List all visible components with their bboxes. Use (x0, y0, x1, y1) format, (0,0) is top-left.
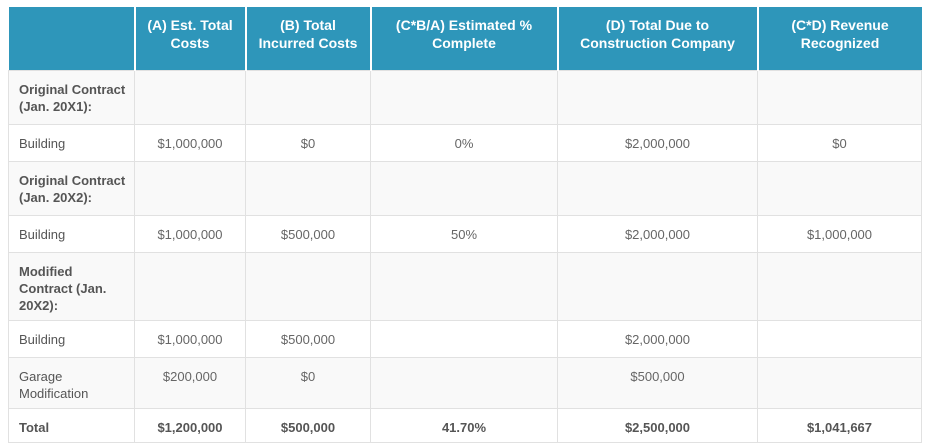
value-cell: $0 (245, 123, 371, 162)
value-cell (757, 356, 922, 409)
column-header-total-incurred-costs: (B) Total Incurred Costs (244, 7, 371, 70)
value-cell: $2,000,000 (557, 123, 758, 162)
value-cell: $1,000,000 (134, 123, 246, 162)
value-cell: $1,041,667 (757, 407, 922, 443)
column-header-revenue-recognized: (C*D) Revenue Recognized (756, 7, 922, 70)
row-label: Building (8, 123, 135, 162)
section-row-original-contract-20x2: Original Contract (Jan. 20X2): (8, 160, 922, 216)
value-cell (134, 251, 246, 321)
column-header-estimated-pct-complete: (C*B/A) Estimated % Complete (369, 7, 558, 70)
value-cell (757, 319, 922, 358)
value-cell: $1,000,000 (134, 319, 246, 358)
value-cell: $0 (245, 356, 371, 409)
data-row-building-20x1: Building $1,000,000 $0 0% $2,000,000 $0 (8, 123, 922, 162)
value-cell: $500,000 (557, 356, 758, 409)
data-row-garage-modification: Garage Modification $200,000 $0 $500,000 (8, 356, 922, 409)
value-cell (557, 69, 758, 125)
value-cell (245, 160, 371, 216)
value-cell: $2,000,000 (557, 319, 758, 358)
value-cell (245, 251, 371, 321)
value-cell (757, 69, 922, 125)
row-label: Original Contract (Jan. 20X1): (8, 69, 135, 125)
column-header-total-due: (D) Total Due to Construction Company (556, 7, 758, 70)
value-cell: $2,500,000 (557, 407, 758, 443)
value-cell (370, 69, 558, 125)
value-cell (370, 160, 558, 216)
column-header-est-total-costs: (A) Est. Total Costs (133, 7, 246, 70)
value-cell: 50% (370, 214, 558, 253)
total-row: Total $1,200,000 $500,000 41.70% $2,500,… (8, 407, 922, 443)
row-label: Total (8, 407, 135, 443)
value-cell: $0 (757, 123, 922, 162)
value-cell (370, 251, 558, 321)
value-cell: $1,200,000 (134, 407, 246, 443)
row-label: Garage Modification (8, 356, 135, 409)
value-cell: $500,000 (245, 319, 371, 358)
header-row: (A) Est. Total Costs (B) Total Incurred … (8, 7, 922, 70)
section-row-modified-contract-20x2: Modified Contract (Jan. 20X2): (8, 251, 922, 321)
value-cell: $500,000 (245, 407, 371, 443)
value-cell (557, 251, 758, 321)
row-label: Original Contract (Jan. 20X2): (8, 160, 135, 216)
data-row-building-20x2: Building $1,000,000 $500,000 50% $2,000,… (8, 214, 922, 253)
section-row-original-contract-20x1: Original Contract (Jan. 20X1): (8, 69, 922, 125)
value-cell (757, 160, 922, 216)
value-cell (370, 356, 558, 409)
table-header: (A) Est. Total Costs (B) Total Incurred … (8, 7, 922, 70)
row-label: Building (8, 319, 135, 358)
column-header-blank (8, 7, 135, 70)
value-cell (370, 319, 558, 358)
value-cell: $200,000 (134, 356, 246, 409)
value-cell: 0% (370, 123, 558, 162)
value-cell: $1,000,000 (134, 214, 246, 253)
value-cell (557, 160, 758, 216)
table-body: Original Contract (Jan. 20X1): Building … (8, 69, 922, 443)
value-cell: $500,000 (245, 214, 371, 253)
value-cell: $2,000,000 (557, 214, 758, 253)
value-cell: 41.70% (370, 407, 558, 443)
row-label: Building (8, 214, 135, 253)
value-cell (134, 160, 246, 216)
contract-revenue-table: (A) Est. Total Costs (B) Total Incurred … (8, 7, 922, 443)
data-row-building-modified: Building $1,000,000 $500,000 $2,000,000 (8, 319, 922, 358)
value-cell: $1,000,000 (757, 214, 922, 253)
value-cell (757, 251, 922, 321)
value-cell (134, 69, 246, 125)
value-cell (245, 69, 371, 125)
row-label: Modified Contract (Jan. 20X2): (8, 251, 135, 321)
page: (A) Est. Total Costs (B) Total Incurred … (8, 7, 922, 443)
